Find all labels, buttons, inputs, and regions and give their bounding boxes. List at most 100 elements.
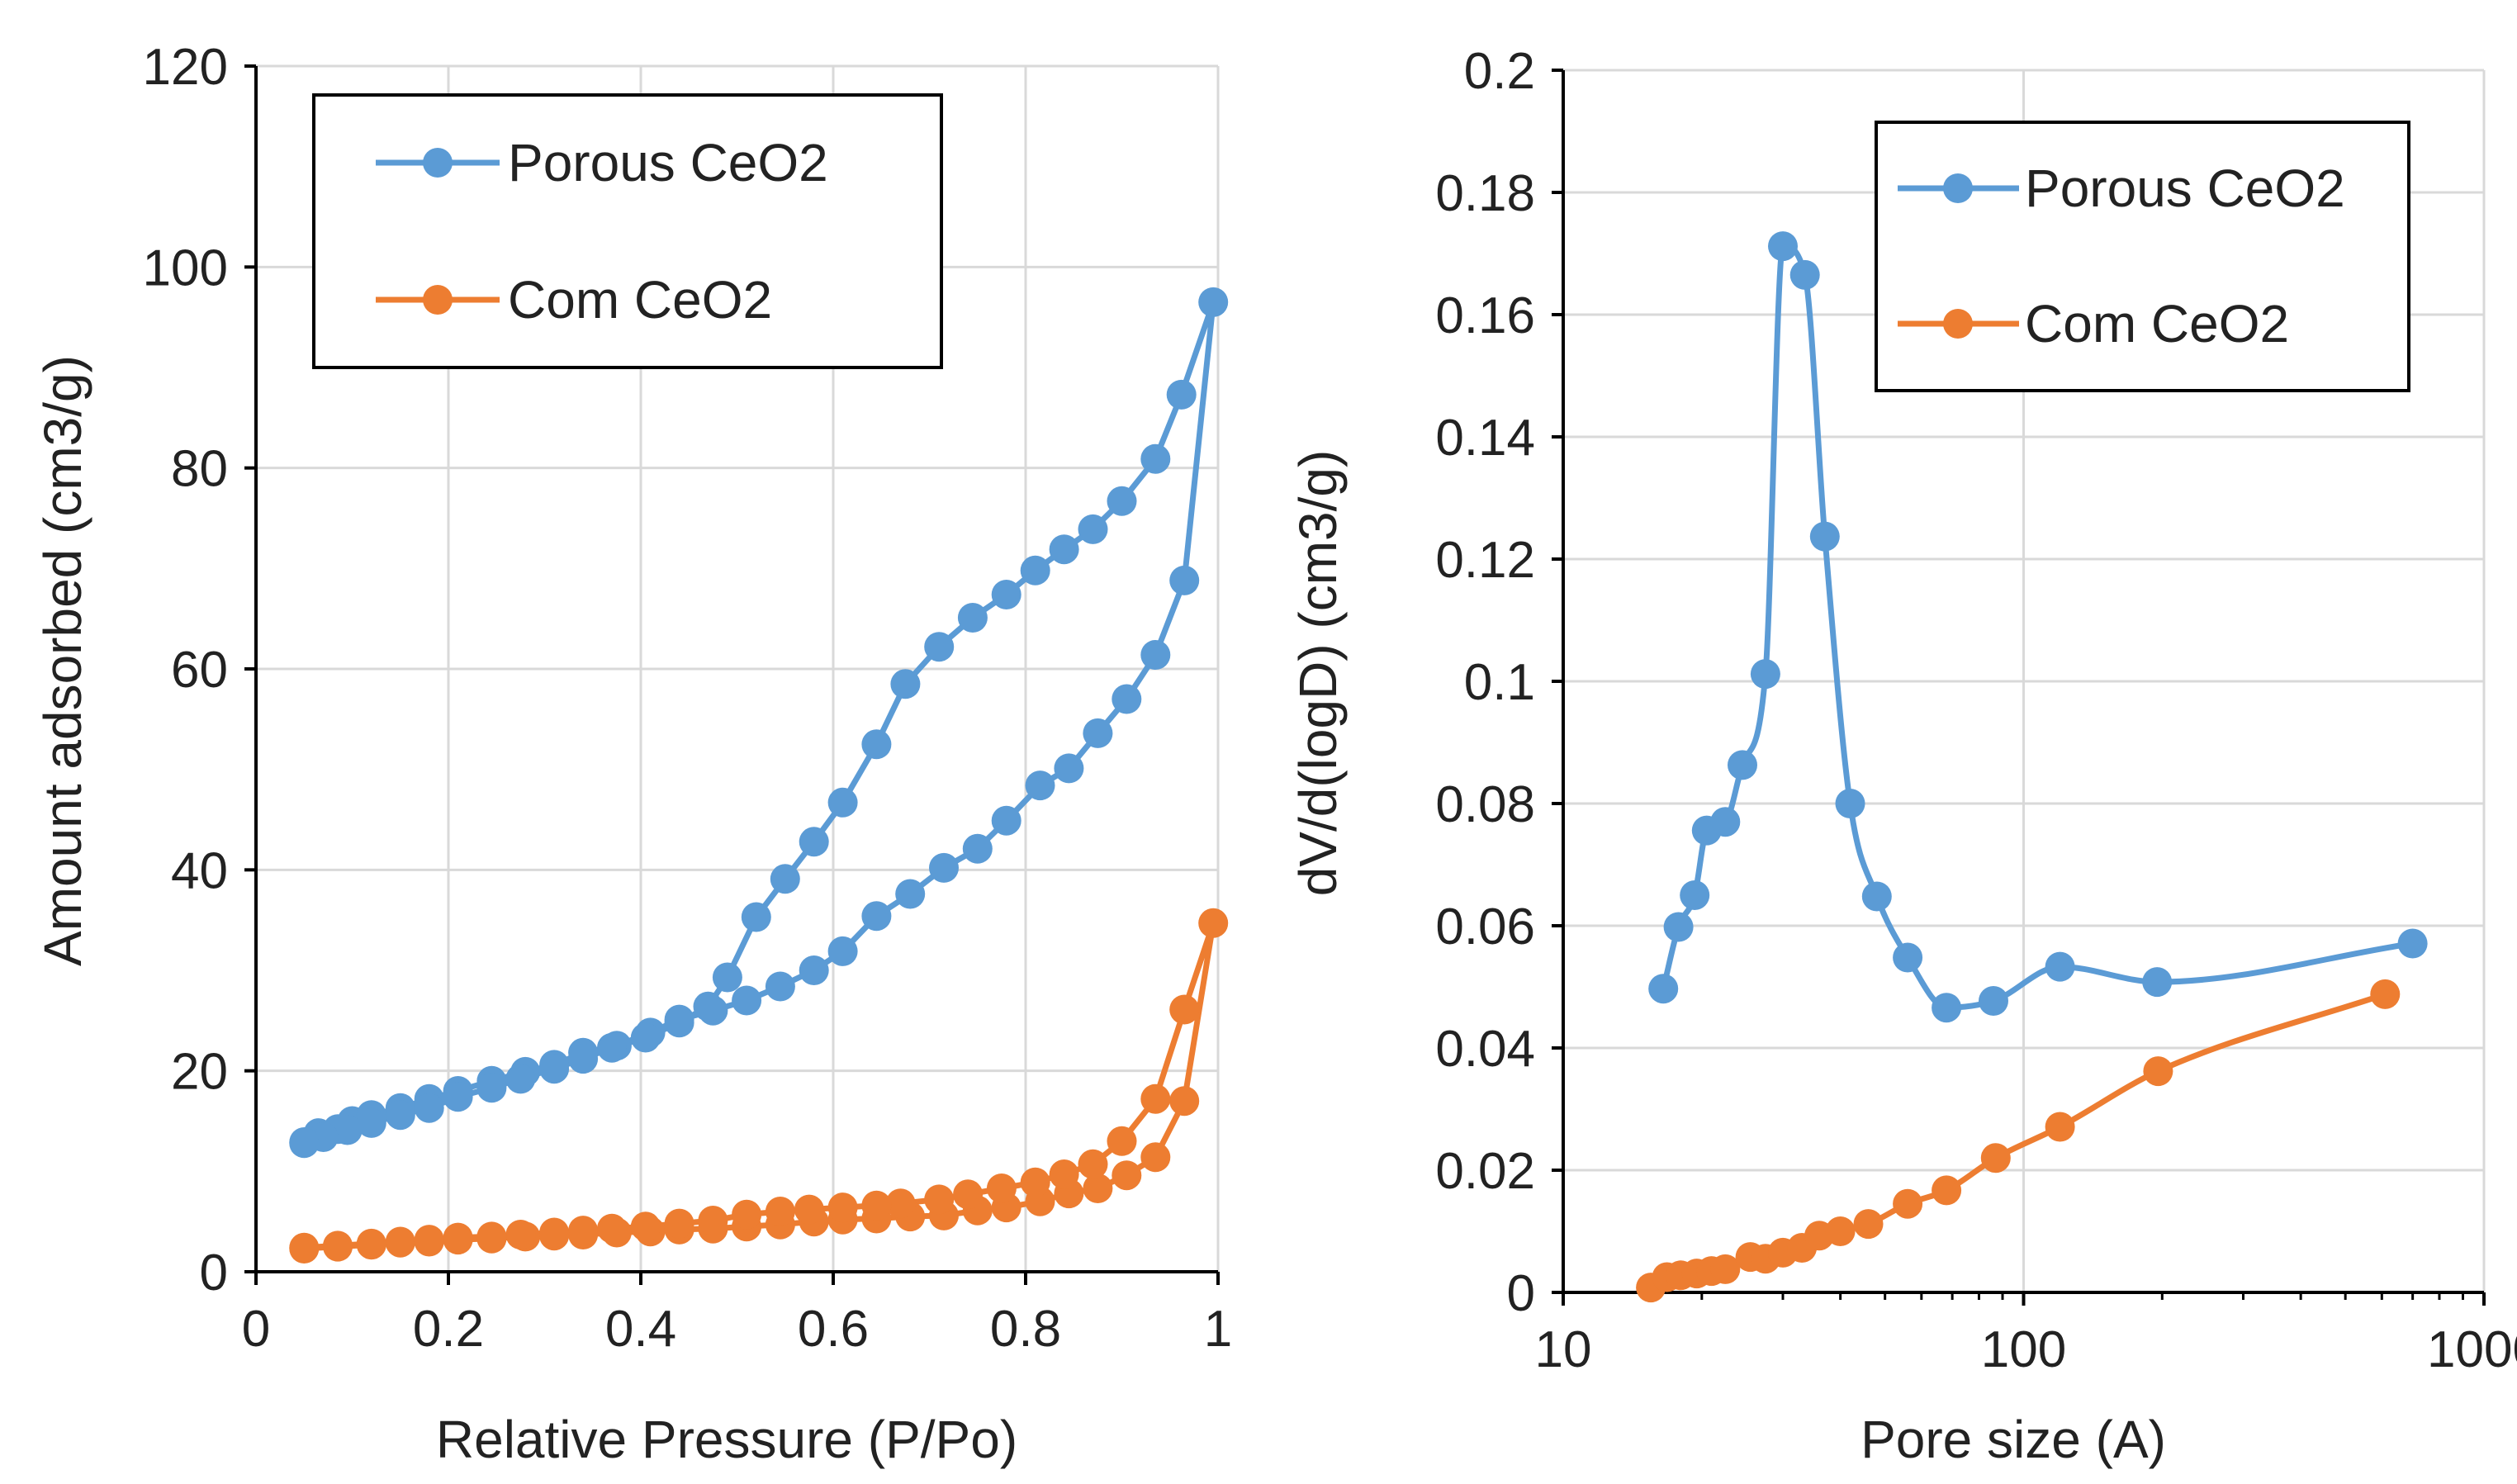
isotherm-porous-point [505,1064,536,1094]
isotherm-x-tick-label: 0.8 [990,1301,1061,1358]
isotherm-porous-point [1107,486,1137,516]
pore-size-porous-point [1750,659,1780,690]
isotherm-porous-point [289,1127,320,1157]
isotherm-y-tick-label: 40 [171,842,228,899]
pore-size-y-tick-label: 0.02 [1435,1143,1535,1200]
isotherm-com-point [630,1211,661,1242]
isotherm-porous-point [770,864,800,894]
isotherm-porous-point [1198,287,1229,317]
pore-size-y-tick-label: 0.08 [1435,776,1535,833]
isotherm-y-tick-label: 120 [143,39,228,96]
isotherm-porous-point [1049,534,1079,565]
pore-size-porous-point [1648,974,1679,1004]
pore-size-legend-box [1875,121,2410,392]
isotherm-porous-point [630,1022,661,1053]
isotherm-porous-point [962,833,993,864]
isotherm-com-point [861,1190,892,1221]
pore-size-porous-point [1932,993,1962,1023]
isotherm-porous-point [1020,555,1050,586]
isotherm-porous-point [991,580,1021,609]
pore-size-x-tick-label: 10 [1535,1321,1592,1378]
pore-size-y-tick-label: 0.06 [1435,898,1535,955]
isotherm-legend-box [312,93,943,369]
isotherm-porous-point [861,729,892,760]
isotherm-chart: 0 0.2 0.4 0.6 0.8 1 0 20 40 60 80 100 120 Relative … [33,39,1232,1469]
pore-size-y-tick-label: 0.12 [1435,532,1535,589]
pore-size-y-tick-label: 0 [1507,1265,1535,1322]
pore-size-porous-point [1835,789,1865,818]
isotherm-porous-point [924,632,955,662]
pore-size-porous-point [1663,912,1694,942]
pore-size-com-point [2045,1112,2075,1142]
isotherm-porous-point [1078,514,1108,544]
pore-size-porous-point [1789,259,1820,290]
pore-size-com-point [2143,1056,2173,1087]
pore-size-com-point [1853,1209,1884,1240]
pore-size-x-tick-label: 100 [1981,1321,2066,1378]
isotherm-com-point [1198,908,1229,938]
isotherm-y-tick-label: 20 [171,1044,228,1101]
isotherm-x-tick-label: 0.2 [413,1301,484,1358]
isotherm-porous-point [664,1008,694,1038]
isotherm-legend-label-porous: Porous CeO2 [508,133,828,192]
pore-size-porous-point [1710,807,1741,837]
isotherm-com-point [597,1213,627,1244]
pore-size-legend-label-com: Com CeO2 [2025,294,2289,353]
pore-size-porous-point [1768,231,1798,262]
isotherm-com-point [986,1173,1017,1203]
isotherm-com-point [568,1216,599,1246]
isotherm-com-point [1049,1159,1079,1189]
isotherm-porous-point [799,827,829,857]
isotherm-x-tick-labels: 0 0.2 0.4 0.6 0.8 1 [242,1301,1232,1358]
isotherm-porous-point [827,787,858,818]
isotherm-y-tick-label: 0 [200,1245,228,1301]
isotherm-porous-point [1166,379,1197,410]
pore-size-legend-marker-porous [1943,173,1973,203]
isotherm-porous-point [568,1044,599,1074]
isotherm-porous-point [991,805,1021,836]
pore-size-porous-point [1893,942,1923,973]
isotherm-com-point [356,1228,386,1259]
pore-size-com-point [1825,1216,1856,1246]
isotherm-porous-point [414,1093,444,1123]
isotherm-com-point [732,1199,762,1230]
pore-size-porous-point [1728,750,1757,780]
isotherm-com-point [414,1225,444,1255]
isotherm-com-point [289,1232,320,1263]
isotherm-porous-point [712,962,742,993]
isotherm-com-point [765,1197,795,1226]
isotherm-porous-point [1140,640,1171,670]
pore-size-legend-label-porous: Porous CeO2 [2025,159,2345,218]
isotherm-com-point [1083,1173,1113,1203]
isotherm-com-point [1078,1149,1108,1179]
isotherm-com-point [1169,1086,1200,1117]
isotherm-porous-point [1169,565,1200,595]
isotherm-porous-point [732,985,762,1016]
isotherm-porous-point [1054,753,1084,784]
isotherm-com-point [885,1188,916,1219]
isotherm-legend: Porous CeO2 Com CeO2 [312,93,943,369]
isotherm-com-point [1020,1167,1050,1197]
pore-size-com-point [1980,1143,2011,1173]
pore-size-y-tick-label: 0.16 [1435,287,1535,344]
pore-size-com-point [1893,1188,1923,1219]
isotherm-x-tick-label: 1 [1204,1301,1232,1358]
isotherm-x-tick-label: 0 [242,1301,270,1358]
pore-size-porous-point [2045,951,2075,982]
isotherm-com-point [539,1217,570,1248]
isotherm-porous-point [827,936,858,966]
isotherm-com-point [1140,1142,1171,1173]
pore-size-porous-point [2397,928,2428,959]
pore-size-y-axis-title: dV/d(logD) (cm3/g) [1288,450,1348,897]
isotherm-com-point [1140,1083,1171,1114]
isotherm-porous-point [597,1032,627,1063]
isotherm-legend-marker-com [423,285,453,315]
isotherm-porous-point [693,991,723,1022]
isotherm-com-point [476,1221,507,1252]
isotherm-porous-point [443,1082,473,1112]
pore-size-axes [1552,69,2486,1306]
isotherm-series [289,287,1229,1264]
isotherm-porous-point [890,669,921,699]
